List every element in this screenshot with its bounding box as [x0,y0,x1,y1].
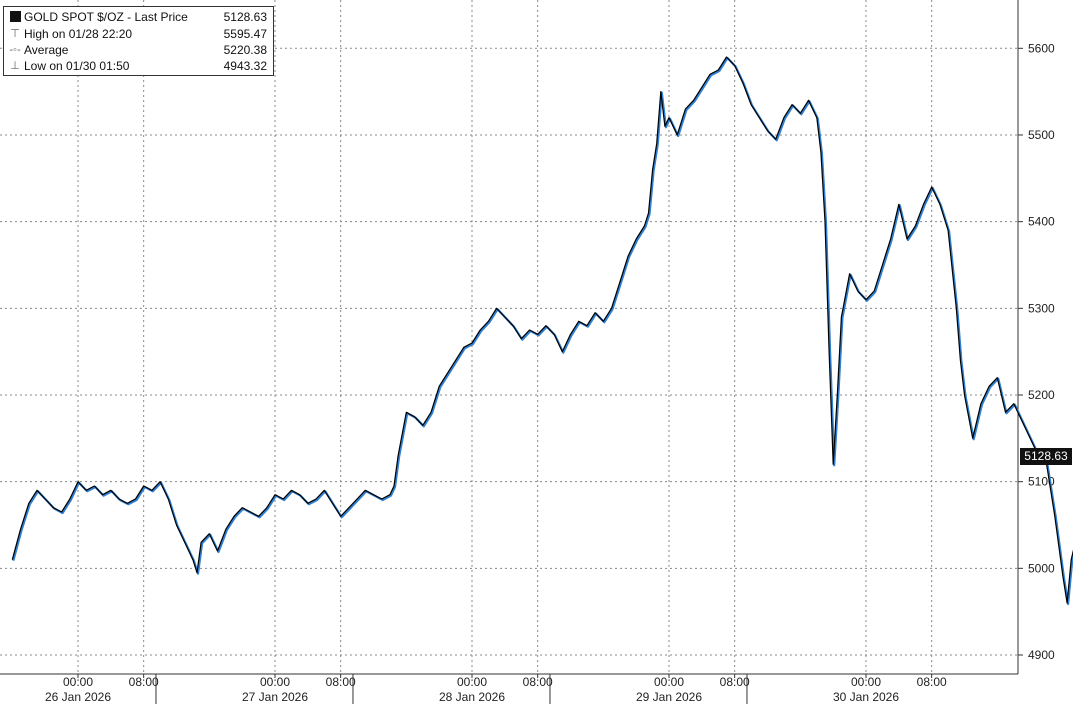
y-tick-label: 5400 [1028,215,1055,229]
average-marker-icon: -◦- [9,44,21,56]
legend-last-value: 5128.63 [223,10,267,24]
y-tick-label: 5300 [1028,301,1055,315]
last-price-tag: 5128.63 [1020,448,1072,465]
legend-row-high: ⊤ High on 01/28 22:20 5595.47 [4,26,273,42]
legend-low-value: 4943.32 [223,59,267,73]
legend-average-value: 5220.38 [223,43,267,57]
legend: GOLD SPOT $/OZ - Last Price 5128.63 ⊤ Hi… [3,6,274,76]
x-date-label: 29 Jan 2026 [636,690,702,704]
x-tick-label: 00:00 [260,675,290,689]
gridlines [0,0,1018,674]
legend-row-last: GOLD SPOT $/OZ - Last Price 5128.63 [4,9,273,25]
x-date-label: 27 Jan 2026 [242,690,308,704]
x-tick-label: 00:00 [851,675,881,689]
y-tick-label: 5000 [1028,561,1055,575]
y-tick-label: 5200 [1028,388,1055,402]
legend-average-label: Average [24,43,69,57]
legend-row-low: ⊥ Low on 01/30 01:50 4943.32 [4,58,273,74]
series-line [11,56,1073,604]
x-tick-label: 08:00 [326,675,356,689]
x-tick-label: 00:00 [63,675,93,689]
x-date-label: 30 Jan 2026 [833,690,899,704]
y-tick-label: 4900 [1028,648,1055,662]
x-date-label: 28 Jan 2026 [439,690,505,704]
x-tick-label: 00:00 [654,675,684,689]
legend-low-label: Low on 01/30 01:50 [24,59,130,73]
y-tick-label: 5500 [1028,128,1055,142]
legend-high-label: High on 01/28 22:20 [24,27,133,41]
high-marker-icon: ⊤ [10,28,20,40]
low-marker-icon: ⊥ [10,60,20,72]
legend-title: GOLD SPOT $/OZ - Last Price [24,10,188,24]
x-date-label: 26 Jan 2026 [45,690,111,704]
series-layer [11,56,1073,606]
x-tick-label: 08:00 [720,675,750,689]
x-tick-label: 08:00 [129,675,159,689]
x-tick-label: 00:00 [457,675,487,689]
y-tick-label: 5600 [1028,41,1055,55]
x-tick-label: 08:00 [523,675,553,689]
legend-high-value: 5595.47 [223,27,267,41]
legend-row-average: -◦- Average 5220.38 [4,42,273,58]
x-tick-label: 08:00 [917,675,947,689]
black-square-icon [8,9,22,25]
series-line-shadow [12,56,1073,606]
